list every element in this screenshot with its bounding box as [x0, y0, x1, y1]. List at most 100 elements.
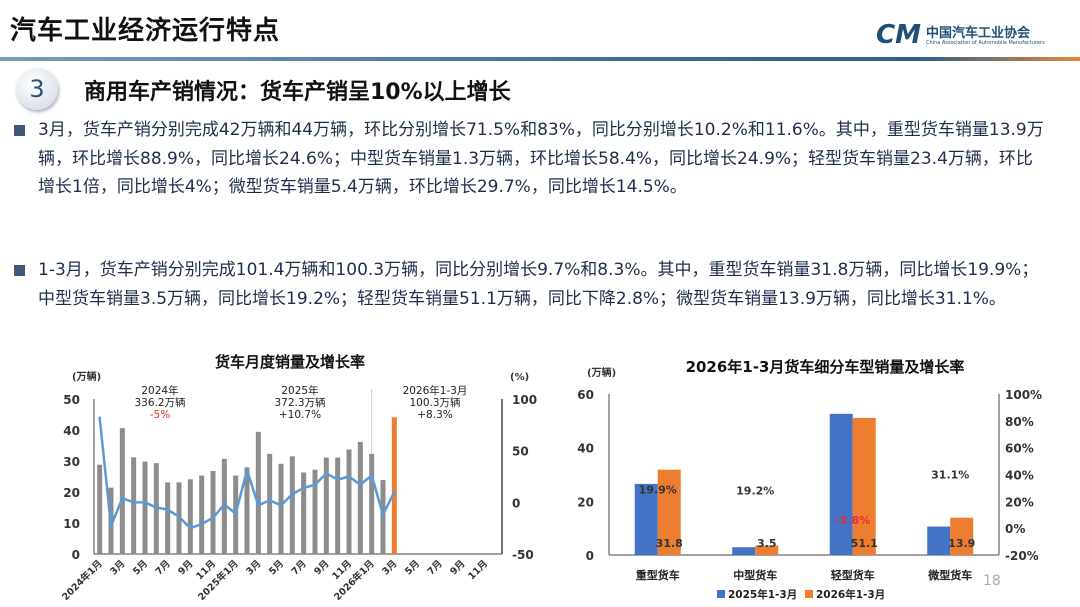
y-tick-label: 30	[63, 455, 80, 469]
growth-label: -2.8%	[835, 514, 870, 527]
y-tick-label: 20	[577, 495, 594, 509]
bar-2025	[829, 413, 853, 555]
annotation-line: 372.3万辆	[274, 396, 325, 409]
bar	[357, 442, 363, 554]
y-tick-label: 50	[63, 393, 80, 407]
bar	[267, 453, 273, 554]
annotation-pct: +8.3%	[417, 409, 452, 421]
chart-title: 货车月度销量及增长率	[215, 353, 365, 371]
bar	[335, 457, 341, 554]
y2-tick-label: -20%	[1005, 549, 1039, 563]
bar-2026	[755, 545, 779, 555]
growth-point	[393, 490, 396, 494]
growth-point	[313, 483, 317, 486]
bar-2026	[950, 517, 974, 555]
bar	[221, 458, 227, 554]
bar	[210, 470, 216, 554]
x-tick-label: 9月	[448, 558, 467, 577]
bar	[244, 467, 250, 554]
bar	[131, 457, 137, 554]
logo-en: China Association of Automobile Manufact…	[926, 40, 1045, 46]
section-title: 商用车产销情况：货车产销呈10%以上增长	[84, 80, 511, 105]
bar	[312, 469, 318, 554]
x-tick-label: 9月	[312, 558, 331, 577]
bar	[187, 479, 193, 554]
growth-point	[257, 504, 260, 507]
growth-point	[166, 508, 169, 511]
y-tick-label: 60	[577, 388, 594, 402]
bar-value-label: 13.9	[948, 537, 975, 550]
y2-tick-label: 40%	[1005, 469, 1034, 483]
growth-label: 19.2%	[736, 484, 774, 497]
segment-sales-chart: 2026年1-3月货车细分车型销量及增长率 (万辆) 0 20 40 60 -20% 0% 20…	[577, 358, 1042, 601]
annotation-line: 2026年1-3月	[403, 384, 468, 397]
bar-value-label: 3.5	[757, 537, 777, 550]
growth-point	[268, 499, 271, 502]
growth-point	[155, 506, 158, 509]
category-label: 微型货车	[927, 568, 972, 582]
growth-point	[370, 474, 373, 477]
header-divider	[0, 57, 1080, 61]
bar	[346, 449, 352, 554]
paragraph-q1: 1-3月，货车产销分别完成101.4万辆和100.3万辆，同比分别增长9.7%和…	[14, 256, 1048, 313]
y-axis-unit: (万辆)	[72, 370, 101, 383]
bar	[278, 463, 284, 554]
bar	[289, 456, 295, 554]
annotation-pct: +10.7%	[279, 409, 321, 421]
y2-tick-label: 100%	[1005, 388, 1042, 402]
growth-point	[245, 469, 249, 472]
x-tick-label: 3月	[380, 558, 399, 577]
growth-point	[381, 513, 385, 516]
bar-2025	[634, 483, 658, 555]
x-tick-label: 9月	[176, 558, 195, 577]
growth-point	[325, 472, 328, 475]
bullet-icon	[14, 265, 25, 276]
growth-point	[347, 475, 351, 478]
bar-2026	[657, 469, 681, 555]
x-tick-label: 2024年1月	[59, 558, 104, 603]
x-tick-label: 3月	[244, 558, 263, 577]
category-label: 轻型货车	[831, 568, 875, 582]
growth-point	[121, 497, 124, 500]
bar-2026	[852, 417, 876, 555]
y2-tick-label: 100	[512, 393, 537, 407]
growth-point	[109, 524, 113, 528]
annotation-line: 2025年	[281, 384, 318, 397]
bar-value-label: 31.8	[656, 537, 683, 550]
monthly-sales-chart: 货车月度销量及增长率 (万辆) (%) 0 10 20 30 40 50 -50 0 50 100 202…	[59, 353, 537, 603]
bar	[369, 453, 375, 554]
bar	[301, 472, 307, 554]
section-number: 3	[16, 68, 58, 110]
x-tick-label: 5月	[131, 558, 150, 577]
annotation-pct: -5%	[150, 409, 170, 421]
y-tick-label: 40	[63, 424, 80, 438]
growth-point	[279, 504, 283, 507]
growth-point	[98, 416, 101, 419]
bar	[97, 464, 103, 554]
logo-cn: 中国汽车工业协会	[926, 26, 1031, 41]
annotation-line: 100.3万辆	[409, 396, 460, 409]
category-label: 中型货车	[733, 568, 777, 582]
paragraph-march: 3月，货车产销分别完成42万辆和44万辆，环比分别增长71.5%和83%，同比分…	[14, 116, 1048, 202]
caam-logo: CM 中国汽车工业协会 China Association of Automob…	[876, 20, 1076, 54]
y-tick-label: 10	[63, 517, 80, 531]
growth-point	[302, 486, 305, 490]
y-tick-label: 0	[72, 548, 80, 562]
growth-point	[132, 501, 135, 504]
bar	[165, 482, 171, 554]
page-number: 18	[983, 573, 1001, 589]
x-tick-label: 11月	[466, 558, 490, 582]
y-tick-label: 20	[63, 486, 80, 500]
growth-label: 19.9%	[639, 483, 677, 496]
x-tick-label: 7月	[426, 558, 445, 577]
y-tick-label: 40	[577, 442, 594, 456]
y2-tick-label: 60%	[1005, 442, 1034, 456]
growth-point	[336, 478, 339, 481]
y2-tick-label: -50	[512, 548, 534, 562]
bar	[199, 475, 205, 554]
bar	[255, 431, 261, 554]
bar	[142, 461, 148, 554]
bar-2025	[927, 526, 951, 555]
logo-mark: CM	[876, 20, 921, 50]
